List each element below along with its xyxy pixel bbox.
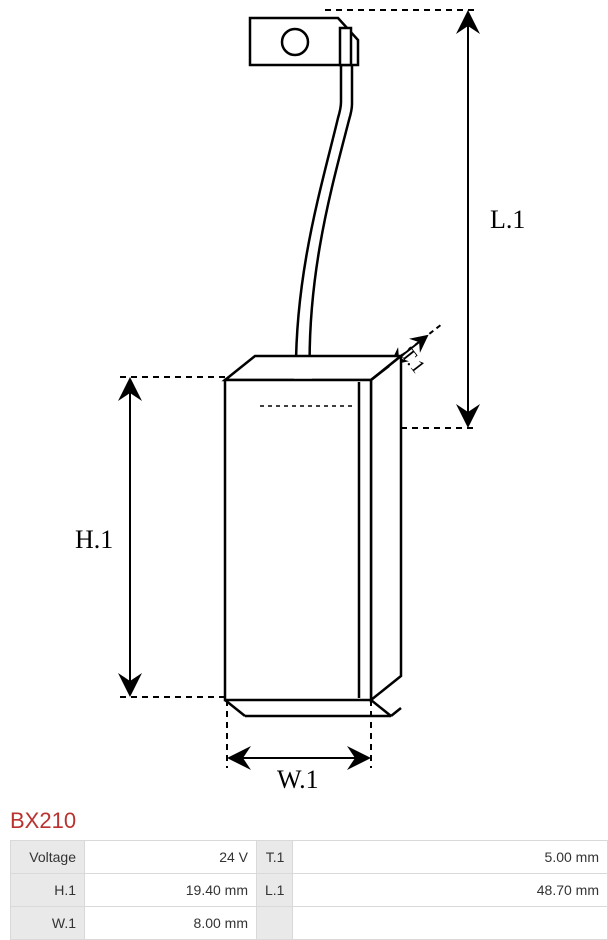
terminal-slot xyxy=(340,28,351,65)
spec-label: H.1 xyxy=(11,874,85,907)
product-code: BX210 xyxy=(0,800,608,840)
dim-label-h1: H.1 xyxy=(75,525,113,554)
spec-value: 5.00 mm xyxy=(293,841,608,874)
lead-wire-left xyxy=(296,65,341,382)
technical-diagram: L.1 H.1 W.1 T.1 xyxy=(0,0,608,800)
brush-side xyxy=(371,356,401,700)
spec-value: 8.00 mm xyxy=(85,907,257,940)
table-row: H.119.40 mmL.148.70 mm xyxy=(11,874,608,907)
spec-value: 24 V xyxy=(85,841,257,874)
dim-label-l1: L.1 xyxy=(490,205,525,234)
spec-label xyxy=(257,907,293,940)
spec-label: W.1 xyxy=(11,907,85,940)
spec-label: T.1 xyxy=(257,841,293,874)
lead-wire-right xyxy=(310,65,352,383)
table-row: Voltage24 VT.15.00 mm xyxy=(11,841,608,874)
dim-label-w1: W.1 xyxy=(277,765,319,794)
table-row: W.18.00 mm xyxy=(11,907,608,940)
terminal-hole xyxy=(282,29,308,55)
spec-value xyxy=(293,907,608,940)
spec-label: L.1 xyxy=(257,874,293,907)
spec-table: Voltage24 VT.15.00 mmH.119.40 mmL.148.70… xyxy=(10,840,608,940)
brush-front xyxy=(225,380,371,700)
spec-label: Voltage xyxy=(11,841,85,874)
spec-value: 19.40 mm xyxy=(85,874,257,907)
spec-tbody: Voltage24 VT.15.00 mmH.119.40 mmL.148.70… xyxy=(11,841,608,940)
spec-value: 48.70 mm xyxy=(293,874,608,907)
